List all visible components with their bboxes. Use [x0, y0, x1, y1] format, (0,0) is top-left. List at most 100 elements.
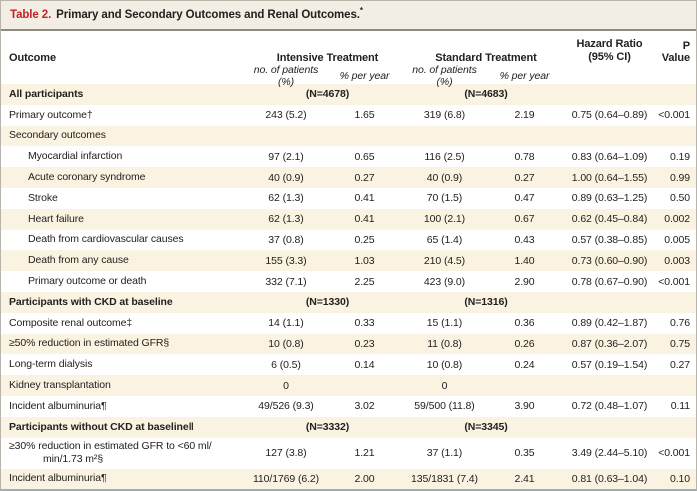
cell-standard-no-patients: 40 (0.9) [426, 171, 463, 184]
cell-intensive-rate: 0.27 [354, 171, 375, 184]
cell-intensive-rate: 2.00 [354, 472, 375, 485]
intensive-n-value: (N=4678) [305, 88, 350, 101]
subheader-intensive-rate: % per year [339, 70, 390, 82]
table-header-row: Outcome Intensive Treatment Standard Tre… [1, 31, 696, 64]
cell-standard-rate: 2.90 [514, 275, 535, 288]
cell-standard-no-patients: 423 (9.0) [423, 275, 466, 288]
outcome-label: Kidney transplantation [9, 378, 111, 391]
outcome-label: ≥50% reduction in estimated GFR§ [9, 337, 170, 350]
cell-intensive-rate: 0.14 [354, 358, 375, 371]
cell-p-value: 0.005 [664, 233, 690, 246]
table-row: Secondary outcomes [1, 125, 696, 147]
table-row: Acute coronary syndrome 40 (0.9) 0.27 40 (0… [1, 167, 696, 188]
cell-p-value: 0.002 [664, 213, 690, 226]
outcome-label: Composite renal outcome‡ [9, 316, 133, 329]
cell-standard-rate: 3.90 [514, 400, 535, 413]
cell-standard-no-patients: 15 (1.1) [426, 317, 463, 330]
outcome-label: Heart failure [28, 212, 84, 225]
cell-standard-no-patients: 70 (1.5) [426, 192, 463, 205]
hazard-ratio-line1: Hazard Ratio [576, 37, 643, 50]
cell-standard-rate: 2.19 [514, 109, 535, 122]
cell-standard-no-patients: 210 (4.5) [423, 254, 466, 267]
table-row: Stroke 62 (1.3) 0.41 70 (1.5) 0.47 0.89 (0.63… [1, 188, 696, 209]
outcome-label: ≥30% reduction in estimated GFR to <60 m… [9, 439, 212, 466]
cell-hazard-ratio: 3.49 (2.44–5.10) [571, 447, 648, 460]
col-header-outcome: Outcome [9, 52, 56, 64]
cell-standard-rate: 0.43 [514, 233, 535, 246]
cell-standard-rate: 0.26 [514, 337, 535, 350]
outcome-label: Acute coronary syndrome [28, 171, 146, 184]
col-header-intensive-treatment: Intensive Treatment [276, 52, 379, 64]
section-row: Participants with CKD at baseline (N=1330… [1, 291, 696, 313]
outcome-label: Incident albuminuria¶ [9, 472, 107, 485]
cell-hazard-ratio: 0.78 (0.67–0.90) [571, 275, 648, 288]
subheader-standard-rate: % per year [499, 70, 550, 82]
cell-intensive-no-patients: 62 (1.3) [268, 213, 304, 226]
cell-standard-no-patients: 37 (1.1) [426, 447, 463, 460]
cell-p-value: 0.76 [669, 317, 690, 330]
cell-hazard-ratio: 0.81 (0.63–1.04) [571, 472, 648, 485]
cell-hazard-ratio: 0.87 (0.36–2.07) [571, 337, 648, 350]
table-row: Heart failure 62 (1.3) 0.41 100 (2.1) 0.67 0.… [1, 208, 696, 230]
outcome-label: Participants without CKD at baseline‖ [9, 420, 194, 433]
cell-intensive-rate: 1.03 [354, 254, 375, 267]
cell-intensive-rate: 2.25 [354, 275, 375, 288]
outcome-label: Stroke [28, 191, 58, 204]
cell-standard-rate: 0.27 [514, 171, 535, 184]
cell-intensive-rate: 0.41 [354, 213, 375, 226]
cell-intensive-no-patients: 14 (1.1) [268, 317, 304, 330]
cell-hazard-ratio: 0.73 (0.60–0.90) [571, 254, 648, 267]
outcome-label: Primary outcome† [9, 108, 93, 121]
cell-intensive-rate: 3.02 [354, 400, 375, 413]
cell-p-value: <0.001 [658, 275, 690, 288]
standard-n-value: (N=3345) [464, 421, 508, 434]
cell-p-value: 0.50 [669, 192, 690, 205]
section-row: All participants (N=4678) (N=4683) [1, 84, 696, 105]
cell-p-value: 0.11 [670, 400, 690, 413]
col-header-standard-treatment: Standard Treatment [435, 52, 537, 64]
cell-intensive-rate: 0.65 [354, 150, 375, 163]
table-row: Composite renal outcome‡ 14 (1.1) 0.33 15 (… [1, 313, 696, 334]
table-row: ≥50% reduction in estimated GFR§ 10 (0.8)… [1, 333, 696, 355]
table-row: Death from cardiovascular causes 37 (0.8)… [1, 230, 696, 251]
cell-intensive-no-patients: 155 (3.3) [265, 254, 307, 267]
table-row: Death from any cause 155 (3.3) 1.03 210 (4.… [1, 250, 696, 272]
cell-p-value: 0.10 [669, 472, 690, 485]
cell-hazard-ratio: 0.75 (0.64–0.89) [571, 109, 648, 122]
outcome-label: Myocardial infarction [28, 150, 123, 163]
cell-intensive-no-patients: 49/526 (9.3) [258, 400, 314, 413]
cell-p-value: 0.75 [669, 337, 690, 350]
cell-standard-no-patients: 10 (0.8) [426, 358, 463, 371]
col-header-p-value: P Value [661, 40, 690, 64]
intensive-n-value: (N=3332) [305, 421, 350, 434]
outcome-label: All participants [9, 87, 84, 100]
table-title-bar: Table 2. Primary and Secondary Outcomes … [1, 1, 696, 31]
cell-intensive-no-patients: 0 [283, 379, 289, 392]
cell-intensive-no-patients: 332 (7.1) [265, 275, 307, 288]
cell-standard-no-patients: 11 (0.8) [427, 337, 462, 350]
cell-p-value: 0.99 [669, 171, 690, 184]
footnote-asterisk: * [359, 6, 363, 16]
cell-p-value: <0.001 [658, 447, 690, 460]
col-header-hazard-ratio: Hazard Ratio (95% CI) [566, 38, 653, 64]
cell-intensive-rate: 0.33 [354, 317, 375, 330]
section-row: Participants without CKD at baseline‖ (N=… [1, 416, 696, 438]
cell-intensive-no-patients: 110/1769 (6.2) [252, 472, 320, 485]
cell-p-value: 0.27 [669, 358, 690, 371]
cell-standard-rate: 2.41 [514, 472, 535, 485]
outcome-label: Long-term dialysis [9, 358, 93, 371]
cell-standard-no-patients: 116 (2.5) [424, 150, 465, 163]
cell-hazard-ratio: 0.62 (0.45–0.84) [571, 213, 648, 226]
table-row: Incident albuminuria¶ 49/526 (9.3) 3.02 59/… [1, 396, 696, 417]
table-row: Myocardial infarction 97 (2.1) 0.65 116 (2.… [1, 146, 696, 167]
table-row: Long-term dialysis 6 (0.5) 0.14 10 (0.8) 0.2… [1, 354, 696, 375]
cell-intensive-no-patients: 10 (0.8) [268, 337, 304, 350]
cell-intensive-no-patients: 243 (5.2) [265, 109, 307, 122]
cell-intensive-rate: 1.21 [354, 447, 375, 460]
standard-n-value: (N=4683) [464, 88, 508, 101]
cell-hazard-ratio: 0.72 (0.48–1.07) [571, 400, 648, 413]
table-row: Incident albuminuria¶ 110/1769 (6.2) 2.00 1… [1, 468, 696, 489]
outcome-label: Death from any cause [28, 254, 129, 267]
table-title: Primary and Secondary Outcomes and Renal… [56, 6, 363, 21]
